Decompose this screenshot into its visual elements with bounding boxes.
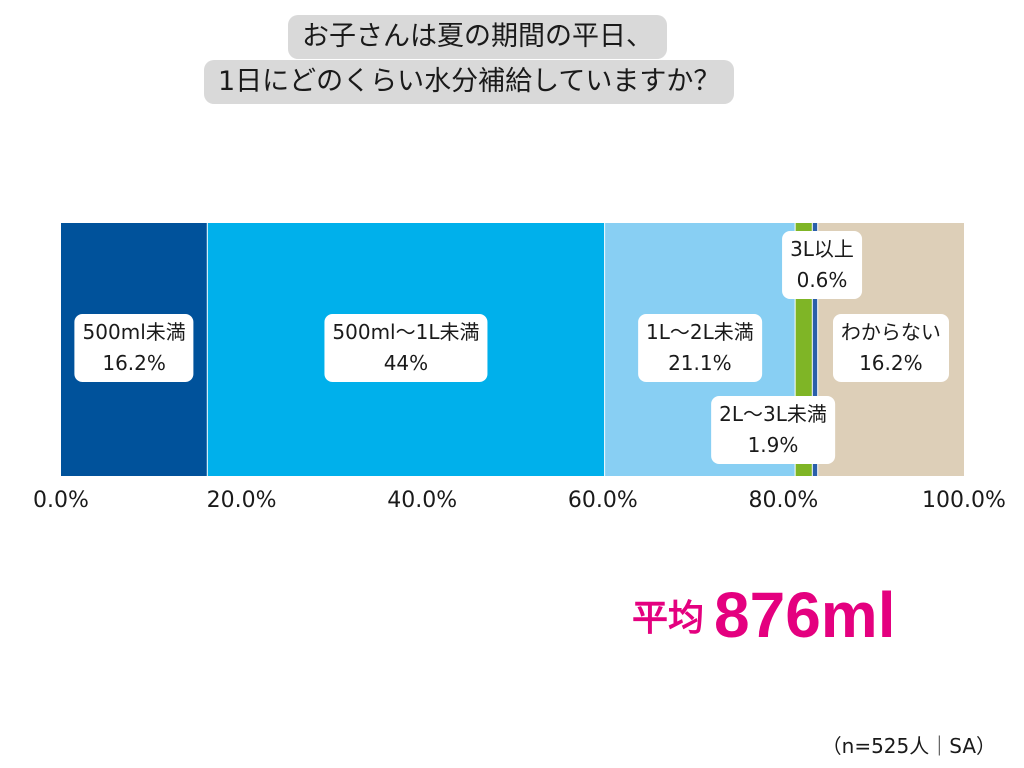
- segment-label-500ml-to-1l: 500ml〜1L未満 44%: [324, 314, 488, 382]
- segment-name: 2L〜3L未満: [719, 402, 827, 426]
- chart-title-line-2: 1日にどのくらい水分補給していますか？: [204, 60, 735, 104]
- average-callout: 平均 876ml: [632, 578, 895, 652]
- x-tick-label: 60.0%: [567, 488, 638, 513]
- x-tick-label: 0.0%: [33, 488, 89, 513]
- stacked-bar-chart: [61, 223, 964, 476]
- average-value: 876ml: [714, 579, 896, 651]
- segment-name: わからない: [840, 320, 941, 344]
- segment-name: 500ml未満: [82, 320, 186, 344]
- segment-label-1l-to-2l: 1L〜2L未満 21.1%: [637, 314, 762, 382]
- chart-title-line-1: お子さんは夏の期間の平日、: [288, 15, 667, 59]
- segment-name: 3L以上: [790, 237, 854, 261]
- segment-label-under-500ml: 500ml未満 16.2%: [74, 314, 194, 382]
- segment-name: 500ml〜1L未満: [332, 320, 480, 344]
- average-label: 平均: [632, 598, 705, 639]
- segment-label-3l-or-more: 3L以上 0.6%: [782, 231, 862, 299]
- x-tick-label: 80.0%: [748, 488, 819, 513]
- segment-label-unknown: わからない 16.2%: [832, 314, 949, 382]
- sample-size-note: （n=525人｜SA）: [821, 734, 996, 758]
- segment-percent: 16.2%: [102, 351, 166, 375]
- segment-name: 1L〜2L未満: [645, 320, 754, 344]
- segment-percent: 0.6%: [796, 268, 848, 292]
- segment-percent: 44%: [383, 351, 429, 375]
- x-tick-label: 100.0%: [922, 488, 1006, 513]
- x-tick-label: 20.0%: [206, 488, 277, 513]
- segment-label-2l-to-3l: 2L〜3L未満 1.9%: [711, 396, 835, 464]
- x-tick-label: 40.0%: [387, 488, 458, 513]
- segment-percent: 21.1%: [668, 351, 732, 375]
- segment-percent: 1.9%: [747, 433, 799, 457]
- bar-segment-4: [812, 223, 818, 476]
- segment-percent: 16.2%: [859, 351, 923, 375]
